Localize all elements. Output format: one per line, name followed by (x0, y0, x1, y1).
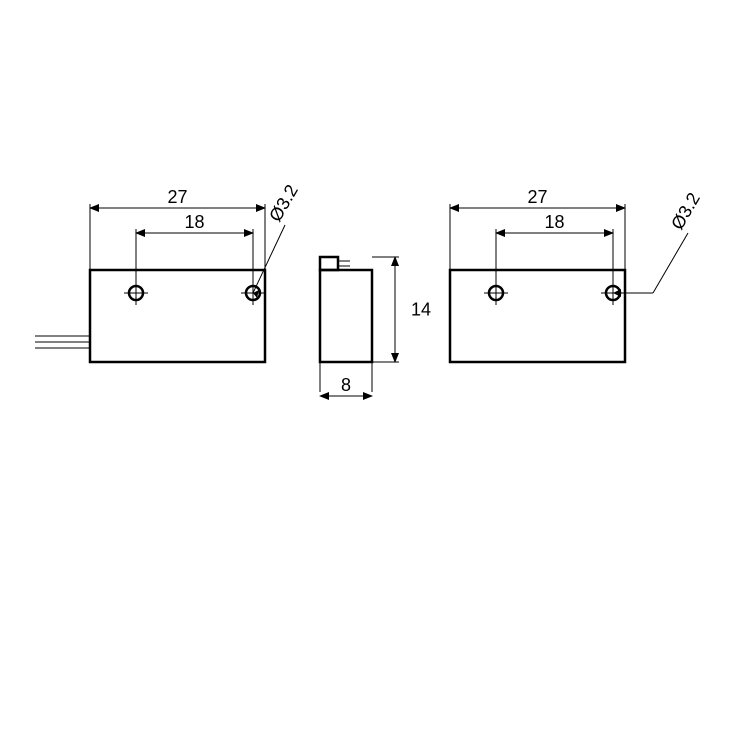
svg-text:18: 18 (184, 212, 204, 232)
svg-text:18: 18 (544, 212, 564, 232)
svg-text:27: 27 (527, 187, 547, 207)
svg-text:14: 14 (411, 300, 431, 320)
svg-text:27: 27 (167, 187, 187, 207)
svg-text:8: 8 (341, 375, 351, 395)
svg-text:Ø3.2: Ø3.2 (265, 181, 302, 225)
svg-text:Ø3.2: Ø3.2 (667, 189, 704, 233)
